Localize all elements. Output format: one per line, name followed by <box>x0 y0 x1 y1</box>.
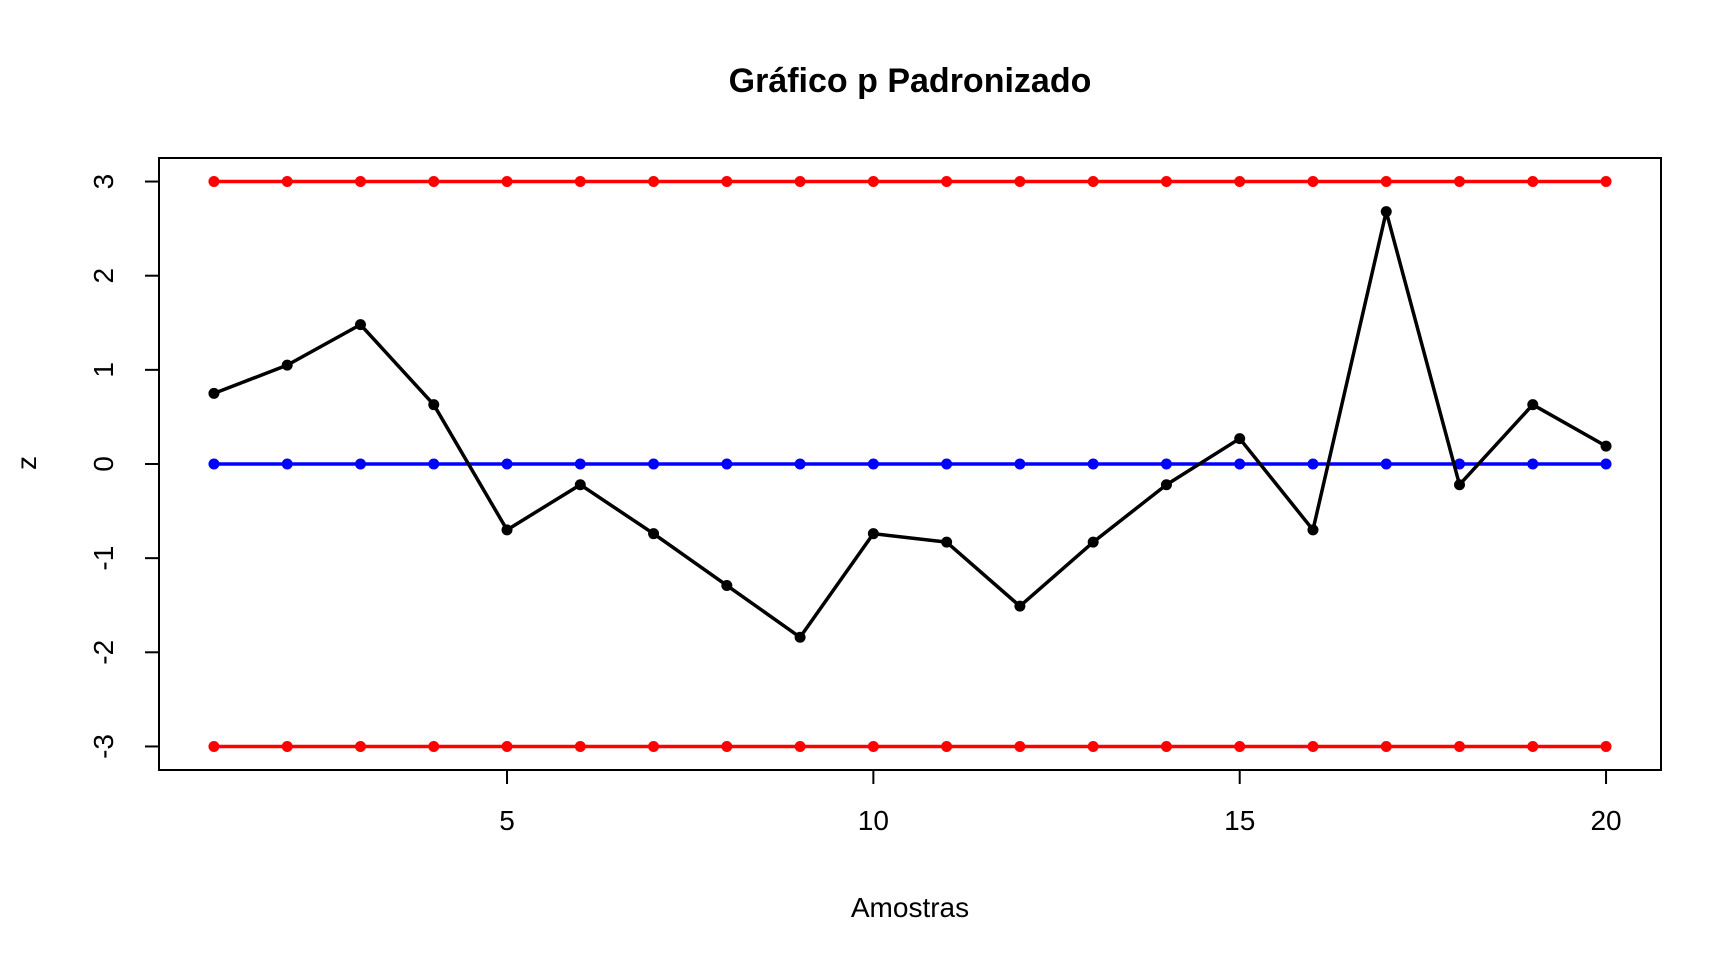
center-line-point <box>941 458 953 470</box>
center-line-point <box>281 458 293 470</box>
sample-z-point <box>1014 600 1026 612</box>
sample-z-point <box>794 631 806 643</box>
sample-z-point <box>428 399 440 411</box>
y-tick-label: 1 <box>88 362 119 378</box>
sample-z-point <box>941 536 953 548</box>
upper-control-limit-point <box>1307 176 1319 188</box>
center-line-point <box>1454 458 1466 470</box>
y-tick-label: 2 <box>88 268 119 284</box>
sample-z-point <box>1087 536 1099 548</box>
upper-control-limit-point <box>501 176 513 188</box>
center-line-point <box>1600 458 1612 470</box>
lower-control-limit-point <box>1014 740 1026 752</box>
center-line-point <box>428 458 440 470</box>
lower-control-limit-point <box>1527 740 1539 752</box>
lower-control-limit-point <box>1454 740 1466 752</box>
upper-control-limit-point <box>1600 176 1612 188</box>
center-line-point <box>1087 458 1099 470</box>
sample-z-point <box>1527 399 1539 411</box>
center-line-point <box>794 458 806 470</box>
lower-control-limit-point <box>1087 740 1099 752</box>
center-line-point <box>1160 458 1172 470</box>
lower-control-limit-point <box>428 740 440 752</box>
upper-control-limit-point <box>354 176 366 188</box>
x-tick-label: 20 <box>1590 805 1621 836</box>
center-line-point <box>354 458 366 470</box>
sample-z-point <box>208 387 220 399</box>
y-tick-label: 3 <box>88 174 119 190</box>
center-line-point <box>1307 458 1319 470</box>
sample-z-point <box>501 524 513 536</box>
lower-control-limit-point <box>794 740 806 752</box>
sample-z-point <box>1307 524 1319 536</box>
sample-z-point <box>648 528 660 540</box>
upper-control-limit-point <box>867 176 879 188</box>
upper-control-limit-point <box>1454 176 1466 188</box>
upper-control-limit-point <box>941 176 953 188</box>
x-tick-label: 10 <box>858 805 889 836</box>
lower-control-limit-point <box>721 740 733 752</box>
lower-control-limit-point <box>1160 740 1172 752</box>
sample-z-point <box>574 479 586 491</box>
lower-control-limit-point <box>501 740 513 752</box>
sample-z-line <box>213 209 1607 639</box>
center-line-point <box>721 458 733 470</box>
y-tick-label: -3 <box>88 734 119 759</box>
upper-control-limit-point <box>1087 176 1099 188</box>
upper-control-limit-point <box>794 176 806 188</box>
center-line-point <box>574 458 586 470</box>
center-line-point <box>1014 458 1026 470</box>
chart-title: Gráfico p Padronizado <box>729 62 1092 100</box>
x-tick-label: 15 <box>1224 805 1255 836</box>
sample-z-point <box>867 528 879 540</box>
y-tick-label: -1 <box>88 546 119 571</box>
upper-control-limit-point <box>208 176 220 188</box>
x-axis-label: Amostras <box>851 892 969 923</box>
sample-z-point <box>1454 479 1466 491</box>
center-line-point <box>501 458 513 470</box>
lower-control-limit-point <box>354 740 366 752</box>
upper-control-limit-point <box>721 176 733 188</box>
upper-control-limit-point <box>648 176 660 188</box>
y-tick-label: 0 <box>88 456 119 472</box>
upper-control-limit-point <box>1234 176 1246 188</box>
lower-control-limit-point <box>1307 740 1319 752</box>
sample-z-point <box>354 319 366 331</box>
center-line-point <box>867 458 879 470</box>
lower-control-limit-point <box>208 740 220 752</box>
sample-z-point <box>1380 206 1392 218</box>
y-axis-label: z <box>11 456 42 470</box>
lower-control-limit-point <box>281 740 293 752</box>
center-line-point <box>1380 458 1392 470</box>
upper-control-limit-point <box>281 176 293 188</box>
center-line-point <box>1234 458 1246 470</box>
upper-control-limit-point <box>1160 176 1172 188</box>
center-line-point <box>208 458 220 470</box>
lower-control-limit-point <box>1380 740 1392 752</box>
sample-z-point <box>1160 479 1172 491</box>
center-line-point <box>648 458 660 470</box>
y-tick-label: -2 <box>88 640 119 665</box>
sample-z-point <box>1234 433 1246 445</box>
sample-z-point <box>1600 440 1612 452</box>
lower-control-limit-point <box>1600 740 1612 752</box>
x-tick-label: 5 <box>499 805 515 836</box>
lower-control-limit-point <box>867 740 879 752</box>
upper-control-limit-point <box>1527 176 1539 188</box>
lower-control-limit-point <box>574 740 586 752</box>
lower-control-limit-point <box>648 740 660 752</box>
lower-control-limit-point <box>1234 740 1246 752</box>
sample-z-point <box>721 579 733 591</box>
upper-control-limit-point <box>428 176 440 188</box>
sample-z-point <box>281 359 293 371</box>
lower-control-limit-point <box>941 740 953 752</box>
upper-control-limit-point <box>1380 176 1392 188</box>
upper-control-limit-point <box>1014 176 1026 188</box>
upper-control-limit-point <box>574 176 586 188</box>
plot-area: 5 10 15 20 -3 -2 -1 0 1 2 3 <box>88 157 1662 836</box>
center-line-point <box>1527 458 1539 470</box>
